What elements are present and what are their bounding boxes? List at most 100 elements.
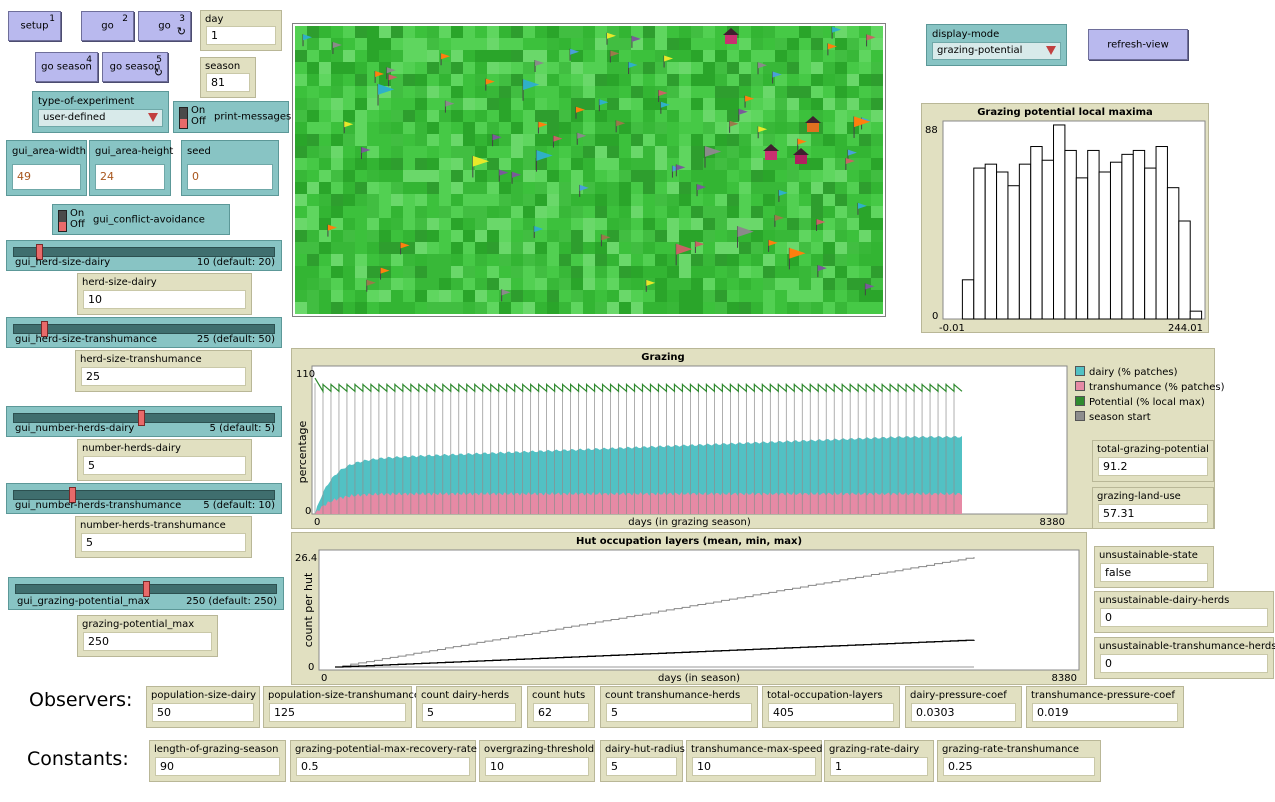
number-herds-dairy-slider[interactable]: gui_number-herds-dairy 5 (default: 5) — [6, 406, 282, 437]
area-width-input[interactable]: gui_area-width 49 — [6, 140, 87, 196]
patch — [547, 38, 559, 50]
seed-input[interactable]: seed 0 — [181, 140, 279, 196]
patch — [703, 86, 715, 98]
patch — [775, 122, 787, 134]
patch — [811, 302, 823, 314]
go-forever-button[interactable]: go 3 ↻ — [138, 11, 191, 41]
type-of-experiment-select[interactable]: user-defined — [38, 109, 163, 127]
patch — [343, 266, 355, 278]
patch — [415, 86, 427, 98]
conflict-avoidance-label: gui_conflict-avoidance — [93, 214, 205, 225]
patch — [463, 206, 475, 218]
slider-knob[interactable] — [142, 581, 150, 597]
slider-track[interactable] — [13, 247, 275, 257]
patch — [487, 170, 499, 182]
patch — [379, 50, 391, 62]
patch — [415, 50, 427, 62]
herd-size-dairy-slider[interactable]: gui_herd-size-dairy 10 (default: 20) — [6, 240, 282, 271]
monitor-label: number-herds-transhumance — [80, 520, 226, 531]
slider-value: 25 (default: 50) — [196, 334, 275, 345]
patch — [403, 218, 415, 230]
patch — [871, 290, 883, 302]
herd-flag-icon — [598, 99, 609, 112]
patch — [595, 146, 607, 158]
patch — [487, 38, 499, 50]
patch — [319, 242, 331, 254]
slider-track[interactable] — [13, 324, 275, 334]
patch — [619, 62, 631, 74]
patch — [583, 278, 595, 290]
display-mode-chooser[interactable]: display-mode grazing-potential — [926, 24, 1067, 66]
patch — [427, 110, 439, 122]
patch — [331, 158, 343, 170]
grazing-potential-max-slider[interactable]: gui_grazing-potential_max 250 (default: … — [8, 577, 284, 610]
refresh-view-button[interactable]: refresh-view — [1088, 29, 1188, 60]
type-of-experiment-chooser[interactable]: type-of-experiment user-defined — [32, 91, 169, 133]
patch — [511, 266, 523, 278]
patch — [367, 86, 379, 98]
legend-label: season start — [1089, 412, 1151, 423]
patch — [619, 122, 631, 134]
patch — [715, 158, 727, 170]
patch — [595, 266, 607, 278]
patch — [775, 62, 787, 74]
slider-knob[interactable] — [35, 244, 43, 260]
patch — [463, 254, 475, 266]
patch — [823, 242, 835, 254]
patch — [499, 26, 511, 38]
patch — [559, 134, 571, 146]
patch — [787, 86, 799, 98]
display-mode-select[interactable]: grazing-potential — [932, 42, 1061, 60]
slider-name: gui_number-herds-dairy — [15, 423, 135, 434]
go-season-forever-button[interactable]: go season 5 ↻ — [102, 52, 168, 82]
patch — [415, 254, 427, 266]
patch — [571, 146, 583, 158]
world-view[interactable] — [292, 23, 886, 317]
patch — [499, 242, 511, 254]
patch — [331, 170, 343, 182]
patch — [343, 170, 355, 182]
constant-monitor: grazing-rate-transhumance 0.25 — [937, 740, 1101, 782]
patch — [715, 194, 727, 206]
patch — [403, 278, 415, 290]
toggle-icon[interactable] — [179, 107, 188, 129]
slider-knob[interactable] — [137, 410, 145, 426]
patch — [295, 230, 307, 242]
patch — [319, 182, 331, 194]
patch — [475, 38, 487, 50]
slider-knob[interactable] — [41, 321, 49, 337]
histogram-bar — [1064, 149, 1077, 320]
herd-flag-icon — [729, 120, 739, 133]
slider-track[interactable] — [13, 490, 275, 500]
patch — [811, 242, 823, 254]
world-grid[interactable] — [295, 26, 883, 314]
hut-icon — [805, 116, 821, 132]
patch — [307, 242, 319, 254]
number-herds-transhumance-slider[interactable]: gui_number-herds-transhumance 5 (default… — [6, 483, 282, 514]
conflict-avoidance-switch[interactable]: On Off gui_conflict-avoidance — [52, 204, 230, 235]
herd-size-transhumance-slider[interactable]: gui_herd-size-transhumance 25 (default: … — [6, 317, 282, 348]
patch — [823, 50, 835, 62]
slider-knob[interactable] — [69, 487, 77, 503]
area-height-input[interactable]: gui_area-height 24 — [89, 140, 173, 196]
patch — [859, 242, 871, 254]
patch — [343, 158, 355, 170]
go-button[interactable]: go 2 — [81, 11, 134, 41]
setup-button[interactable]: setup 1 — [8, 11, 61, 41]
area-width-field[interactable]: 49 — [12, 164, 81, 190]
patch — [391, 254, 403, 266]
go-season-button[interactable]: go season 4 — [35, 52, 98, 82]
patch — [859, 38, 871, 50]
patch — [583, 26, 595, 38]
toggle-icon[interactable] — [58, 210, 67, 232]
patch — [787, 266, 799, 278]
print-messages-switch[interactable]: On Off print-messages — [173, 101, 291, 133]
patch — [691, 98, 703, 110]
patch — [475, 206, 487, 218]
seed-field[interactable]: 0 — [187, 164, 273, 190]
patch — [871, 206, 883, 218]
patch — [739, 218, 751, 230]
area-height-field[interactable]: 24 — [95, 164, 165, 190]
patch — [655, 146, 667, 158]
patch — [763, 86, 775, 98]
